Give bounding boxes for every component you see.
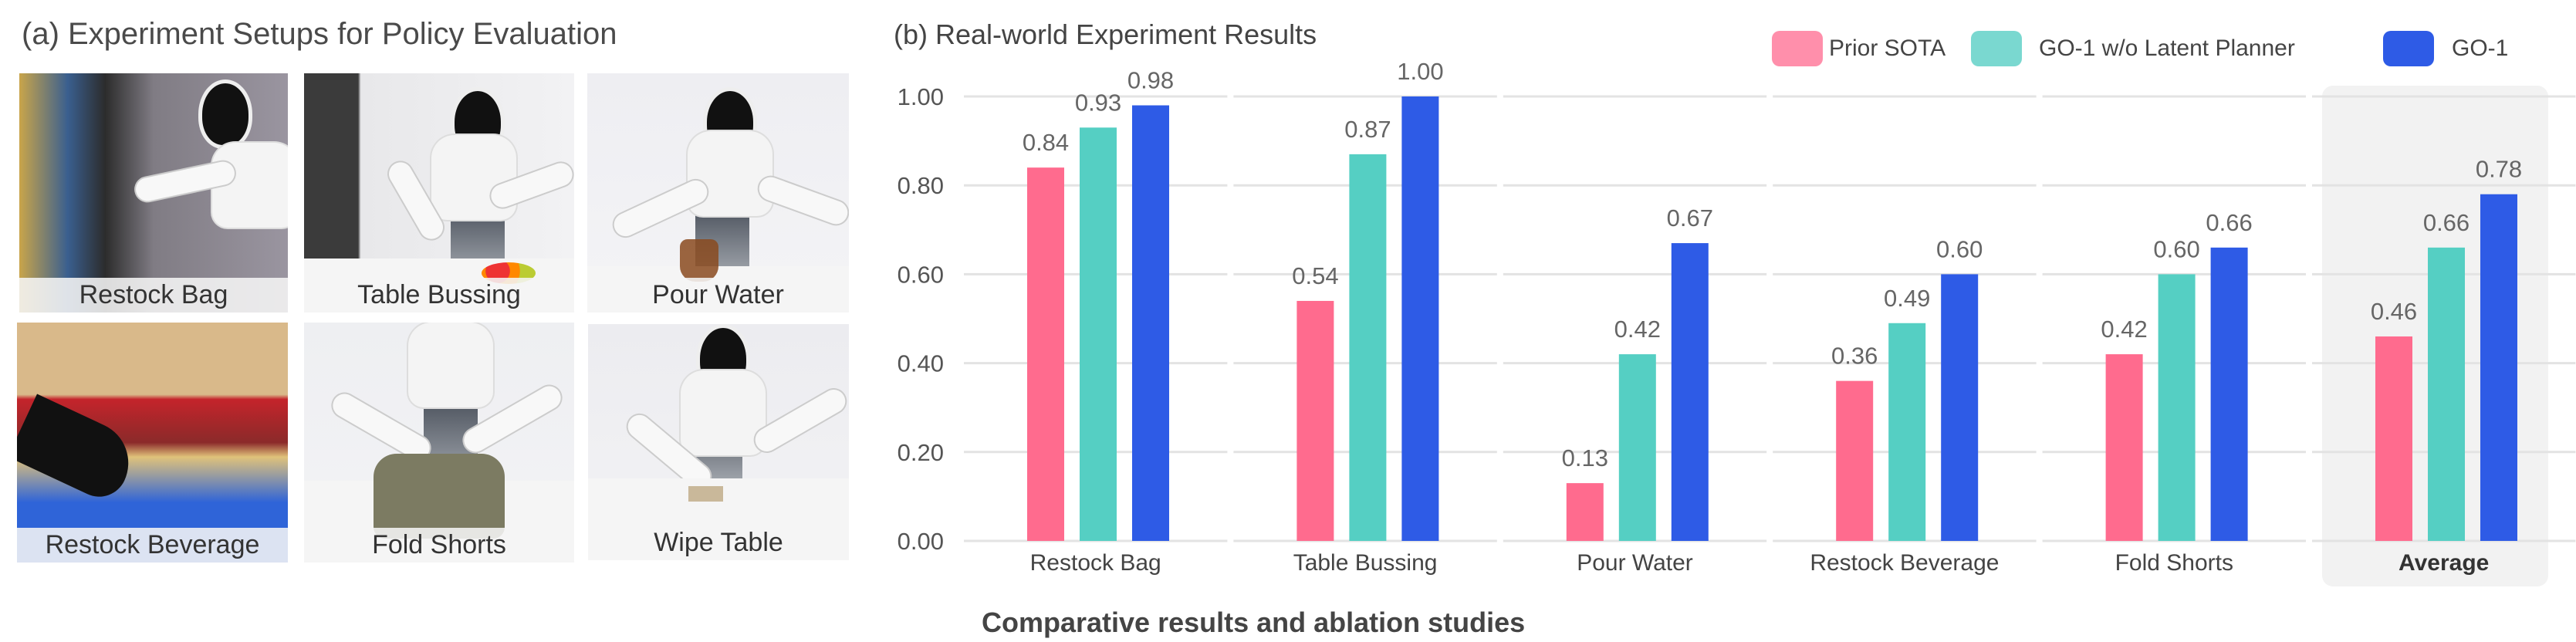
x-tick-label: Average [2399, 550, 2489, 576]
bar-value-label: 0.66 [2423, 209, 2470, 236]
bar-go-1-w-o-latent-planner [2428, 247, 2465, 541]
y-tick-label: 0.20 [898, 439, 944, 466]
bar-go-1-w-o-latent-planner [1080, 127, 1117, 541]
figure-caption: Comparative results and ablation studies [982, 607, 1526, 638]
bar-prior-sota [1836, 380, 1874, 541]
bar-go-1-w-o-latent-planner [1349, 154, 1387, 541]
bar-go-1 [2480, 194, 2517, 541]
bar-prior-sota [1027, 167, 1064, 541]
bar-go-1 [2210, 247, 2248, 541]
photo-table-bussing: Table Bussing [304, 73, 574, 313]
water-pitcher [680, 239, 718, 282]
left-panel-title: (a) Experiment Setups for Policy Evaluat… [22, 17, 617, 51]
bar-value-label: 0.87 [1344, 116, 1391, 143]
legend-label-go1: GO-1 [2452, 35, 2509, 61]
y-tick-label: 0.60 [898, 261, 944, 288]
bar-value-label: 0.98 [1127, 67, 1174, 94]
bar-value-label: 1.00 [1397, 58, 1443, 85]
bar-go-1 [1132, 105, 1169, 541]
bar-value-label: 0.42 [1614, 316, 1661, 343]
bar-prior-sota [1566, 483, 1604, 541]
photo-restock-beverage: Restock Beverage [17, 323, 288, 563]
photo-pour-water: Pour Water [587, 73, 849, 313]
legend-swatch-go1 [2383, 31, 2434, 66]
legend-swatch-prior-sota [1772, 31, 1823, 66]
legend-label-prior-sota: Prior SOTA [1829, 35, 1946, 61]
photo-fold-shorts: Fold Shorts [304, 323, 574, 563]
bar-value-label: 0.78 [2476, 156, 2522, 183]
bar-value-label: 0.84 [1023, 129, 1069, 156]
x-tick-label: Pour Water [1577, 550, 1693, 576]
bar-prior-sota [2375, 336, 2412, 541]
photo-label: Table Bussing [304, 278, 574, 313]
bar-value-label: 0.42 [2101, 316, 2147, 343]
bar-go-1 [1671, 243, 1709, 541]
bar-prior-sota [1296, 300, 1334, 541]
photo-label: Pour Water [587, 278, 849, 313]
bar-value-label: 0.60 [1936, 235, 1983, 262]
bar-value-label: 0.66 [2206, 209, 2252, 236]
y-tick-label: 1.00 [898, 83, 944, 110]
photo-label: Restock Bag [19, 278, 288, 313]
bar-go-1 [1941, 274, 1979, 541]
legend-swatch-go1-no-planner [1971, 31, 2022, 66]
bar-go-1 [1401, 96, 1439, 541]
bar-value-label: 0.36 [1831, 343, 1878, 370]
x-tick-label: Restock Bag [1030, 550, 1161, 576]
photo-label: Restock Beverage [17, 528, 288, 563]
bar-value-label: 0.13 [1562, 444, 1608, 471]
bar-value-label: 0.46 [2371, 298, 2417, 325]
x-tick-label: Table Bussing [1293, 550, 1438, 576]
y-tick-label: 0.00 [898, 528, 944, 555]
y-tick-label: 0.40 [898, 350, 944, 377]
bar-value-label: 0.60 [2153, 235, 2199, 262]
photo-label: Fold Shorts [304, 528, 574, 563]
y-tick-label: 0.80 [898, 172, 944, 199]
bar-go-1-w-o-latent-planner [2158, 274, 2196, 541]
legend-label-go1-no-planner: GO-1 w/o Latent Planner [2039, 35, 2295, 61]
bar-value-label: 0.93 [1075, 89, 1121, 116]
bar-prior-sota [2105, 354, 2143, 541]
photo-label: Wipe Table [588, 525, 849, 560]
bar-value-label: 0.49 [1884, 285, 1930, 312]
bar-go-1-w-o-latent-planner [1618, 354, 1656, 541]
bar-value-label: 0.67 [1667, 204, 1713, 231]
photo-wipe-table: Wipe Table [588, 324, 849, 560]
sponge [688, 486, 723, 502]
x-tick-label: Fold Shorts [2115, 550, 2233, 576]
bar-value-label: 0.54 [1292, 262, 1338, 289]
photo-restock-bag: Restock Bag [19, 73, 288, 313]
chart-title: (b) Real-world Experiment Results [894, 19, 1317, 50]
shorts [374, 454, 505, 539]
x-tick-label: Restock Beverage [1810, 550, 1999, 576]
bar-go-1-w-o-latent-planner [1888, 323, 1926, 541]
